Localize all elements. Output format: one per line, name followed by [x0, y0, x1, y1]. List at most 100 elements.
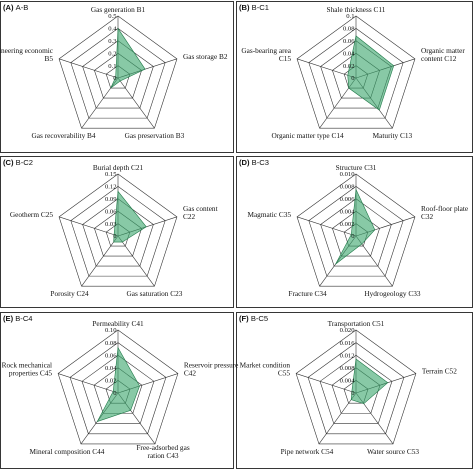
tick-label: 0.016 [340, 340, 356, 347]
tick-label: 0.08 [105, 340, 117, 347]
panel-letter: (D) [239, 158, 252, 167]
axis-label-line: C32 [421, 212, 434, 221]
data-area [347, 35, 395, 111]
panel-title: (E) B-C4 [3, 314, 33, 323]
tick-label: 0.3 [108, 38, 117, 45]
panel-title-text: B-C2 [16, 158, 33, 167]
axis-label: Magmatic C35 [247, 210, 291, 219]
axis-label: Free-adsorbed gas ration C43 [136, 443, 189, 460]
axis-label-line: Permeability C41 [92, 319, 144, 328]
axis-spoke [318, 392, 357, 445]
axis-label-line: Pipe network C54 [281, 447, 334, 456]
axis-label-line: Porosity C24 [50, 289, 89, 298]
radar-panel: (D) B-C3 0 0.002 0.004 0.006 0.008 0.010Struct… [236, 156, 473, 308]
grid-ring [82, 40, 154, 109]
panel-title: (F) B-C5 [239, 314, 268, 323]
panel-border [236, 1, 473, 153]
axis-label-line: Gas content [183, 204, 218, 213]
radar-panel: (F) B-C5 0 0.004 0.008 0.012 0.016 0.020Transp… [236, 312, 473, 469]
tick-label: 0.004 [340, 378, 356, 385]
axis-label: Organic matter content C12 [421, 46, 465, 63]
axis-label-line: C55 [278, 369, 291, 378]
axis-label-line: properties C45 [9, 369, 53, 378]
tick-label: 0.09 [105, 196, 117, 203]
grid-ring [57, 329, 179, 445]
axis-label-line: C22 [183, 212, 196, 221]
axis-label: Porosity C24 [50, 289, 89, 298]
axis-spoke [58, 216, 119, 237]
grid-ring [320, 198, 392, 267]
panel-letter: (B) [239, 3, 252, 12]
axis-label-line: Roof-floor plate [421, 204, 468, 213]
axis-label-line: B5 [45, 54, 54, 63]
tick-label: 0.2 [108, 50, 116, 57]
axis-spoke [296, 216, 357, 237]
tick-label: 0.02 [105, 378, 117, 385]
axis-label-line: Gas recoverability B4 [32, 131, 96, 140]
axis-label: Terrain C52 [422, 367, 457, 376]
axis-spoke [355, 235, 393, 287]
tick-label: 0.002 [340, 221, 355, 228]
grid-ring [308, 186, 404, 277]
grid-ring [58, 15, 178, 129]
axis-label-line: Water source C53 [367, 447, 419, 456]
axis-label: Roof-floor plate C32 [421, 204, 468, 221]
axis-label: Gas storage B2 [183, 52, 228, 61]
axis-label-line: Rock mechanical [2, 361, 52, 370]
axis-label: Gas preservation B3 [125, 131, 185, 140]
panel-letter: (C) [3, 158, 16, 167]
panel-letter: (F) [239, 314, 251, 323]
panel-border [0, 156, 234, 308]
axis-label-line: ration C43 [148, 451, 179, 460]
axis-spoke [295, 373, 357, 394]
axis-label-line: Terrain C52 [422, 367, 457, 376]
tick-label: 0.1 [108, 63, 116, 70]
tick-label: 0.04 [105, 365, 117, 372]
axis-label: Geotherm C25 [10, 210, 54, 219]
axis-label-line: Hydrogeology C33 [364, 289, 420, 298]
panel-title-text: B-C3 [252, 158, 269, 167]
tick-label: 0.010 [340, 171, 356, 178]
axis-label-line: Magmatic C35 [247, 210, 291, 219]
axis-label-line: Organic matter type C14 [271, 131, 344, 140]
axis-label-line: Geotherm C25 [10, 210, 54, 219]
axis-label: Hydrogeology C33 [364, 289, 420, 298]
panel-title-text: A-B [16, 3, 29, 12]
tick-label: 0.15 [105, 171, 117, 178]
tick-label: 0 [113, 390, 117, 397]
tick-label: 0.10 [105, 327, 117, 334]
tick-label: 0.012 [340, 352, 355, 359]
grid-ring [307, 342, 405, 435]
tick-label: 0.02 [343, 63, 355, 70]
axis-label: Reservoir pressure C42 [184, 361, 239, 378]
axis-label-line: Organic matter [421, 46, 465, 55]
axis-label: Rock mechanical properties C45 [2, 361, 53, 378]
axis-label: Market condition C55 [240, 361, 291, 378]
axis-label-line: Free-adsorbed gas [136, 443, 189, 452]
axis-label-line: Reservoir pressure [184, 361, 239, 370]
tick-label: 0.006 [340, 196, 356, 203]
panel-border [236, 156, 473, 308]
tick-label: 0.04 [343, 50, 355, 57]
tick-label: 0.06 [105, 208, 117, 215]
grid-ring [70, 28, 166, 119]
axis-spoke [81, 235, 119, 287]
axis-label-line: Engineering economic [0, 46, 54, 55]
axis-label-line: Shale thickness C11 [327, 5, 386, 14]
axis-label-line: Structure C31 [336, 163, 377, 172]
axis-label: Water source C53 [367, 447, 419, 456]
axis-label: Pipe network C54 [281, 447, 334, 456]
axis-label-line: Mineral composition C44 [29, 447, 104, 456]
axis-label-line: Transportation C51 [328, 319, 385, 328]
axis-label-line: Market condition [240, 361, 291, 370]
grid-ring [296, 15, 416, 129]
tick-label: 0.020 [340, 327, 356, 334]
data-area [350, 358, 389, 405]
axis-label-line: C15 [279, 54, 292, 63]
grid-ring [296, 173, 416, 287]
axis-label-line: Gas generation B1 [91, 5, 146, 14]
grid-ring [319, 354, 393, 424]
